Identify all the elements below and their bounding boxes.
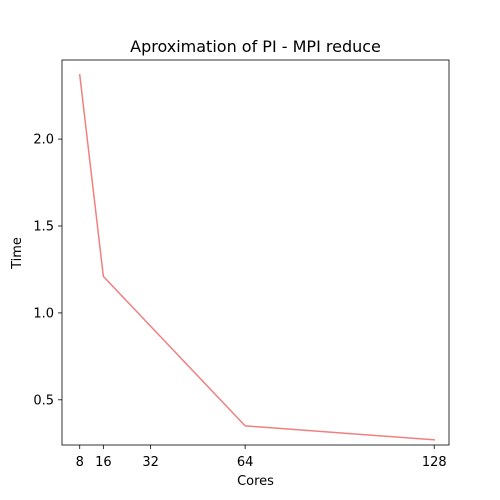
series-line-0	[78, 73, 436, 441]
chart-title: Aproximation of PI - MPI reduce	[130, 37, 381, 56]
y-axis-label: Time	[10, 237, 25, 270]
y-tick-label: 2.0	[33, 133, 54, 148]
y-tick-label: 1.5	[33, 219, 54, 234]
x-tick-label: 32	[142, 455, 159, 470]
axes-frame	[61, 59, 450, 446]
x-tick-label: 64	[237, 455, 254, 470]
y-tick-label: 0.5	[33, 393, 54, 408]
x-tick-label: 128	[422, 455, 447, 470]
x-tick-label: 16	[95, 455, 112, 470]
y-tick-label: 1.0	[33, 306, 54, 321]
x-axis-label: Cores	[237, 474, 274, 489]
x-tick-label: 8	[76, 455, 84, 470]
plot-area: 8 16 32 64 128 0.5 1.0 1.5 2.0	[33, 59, 450, 470]
